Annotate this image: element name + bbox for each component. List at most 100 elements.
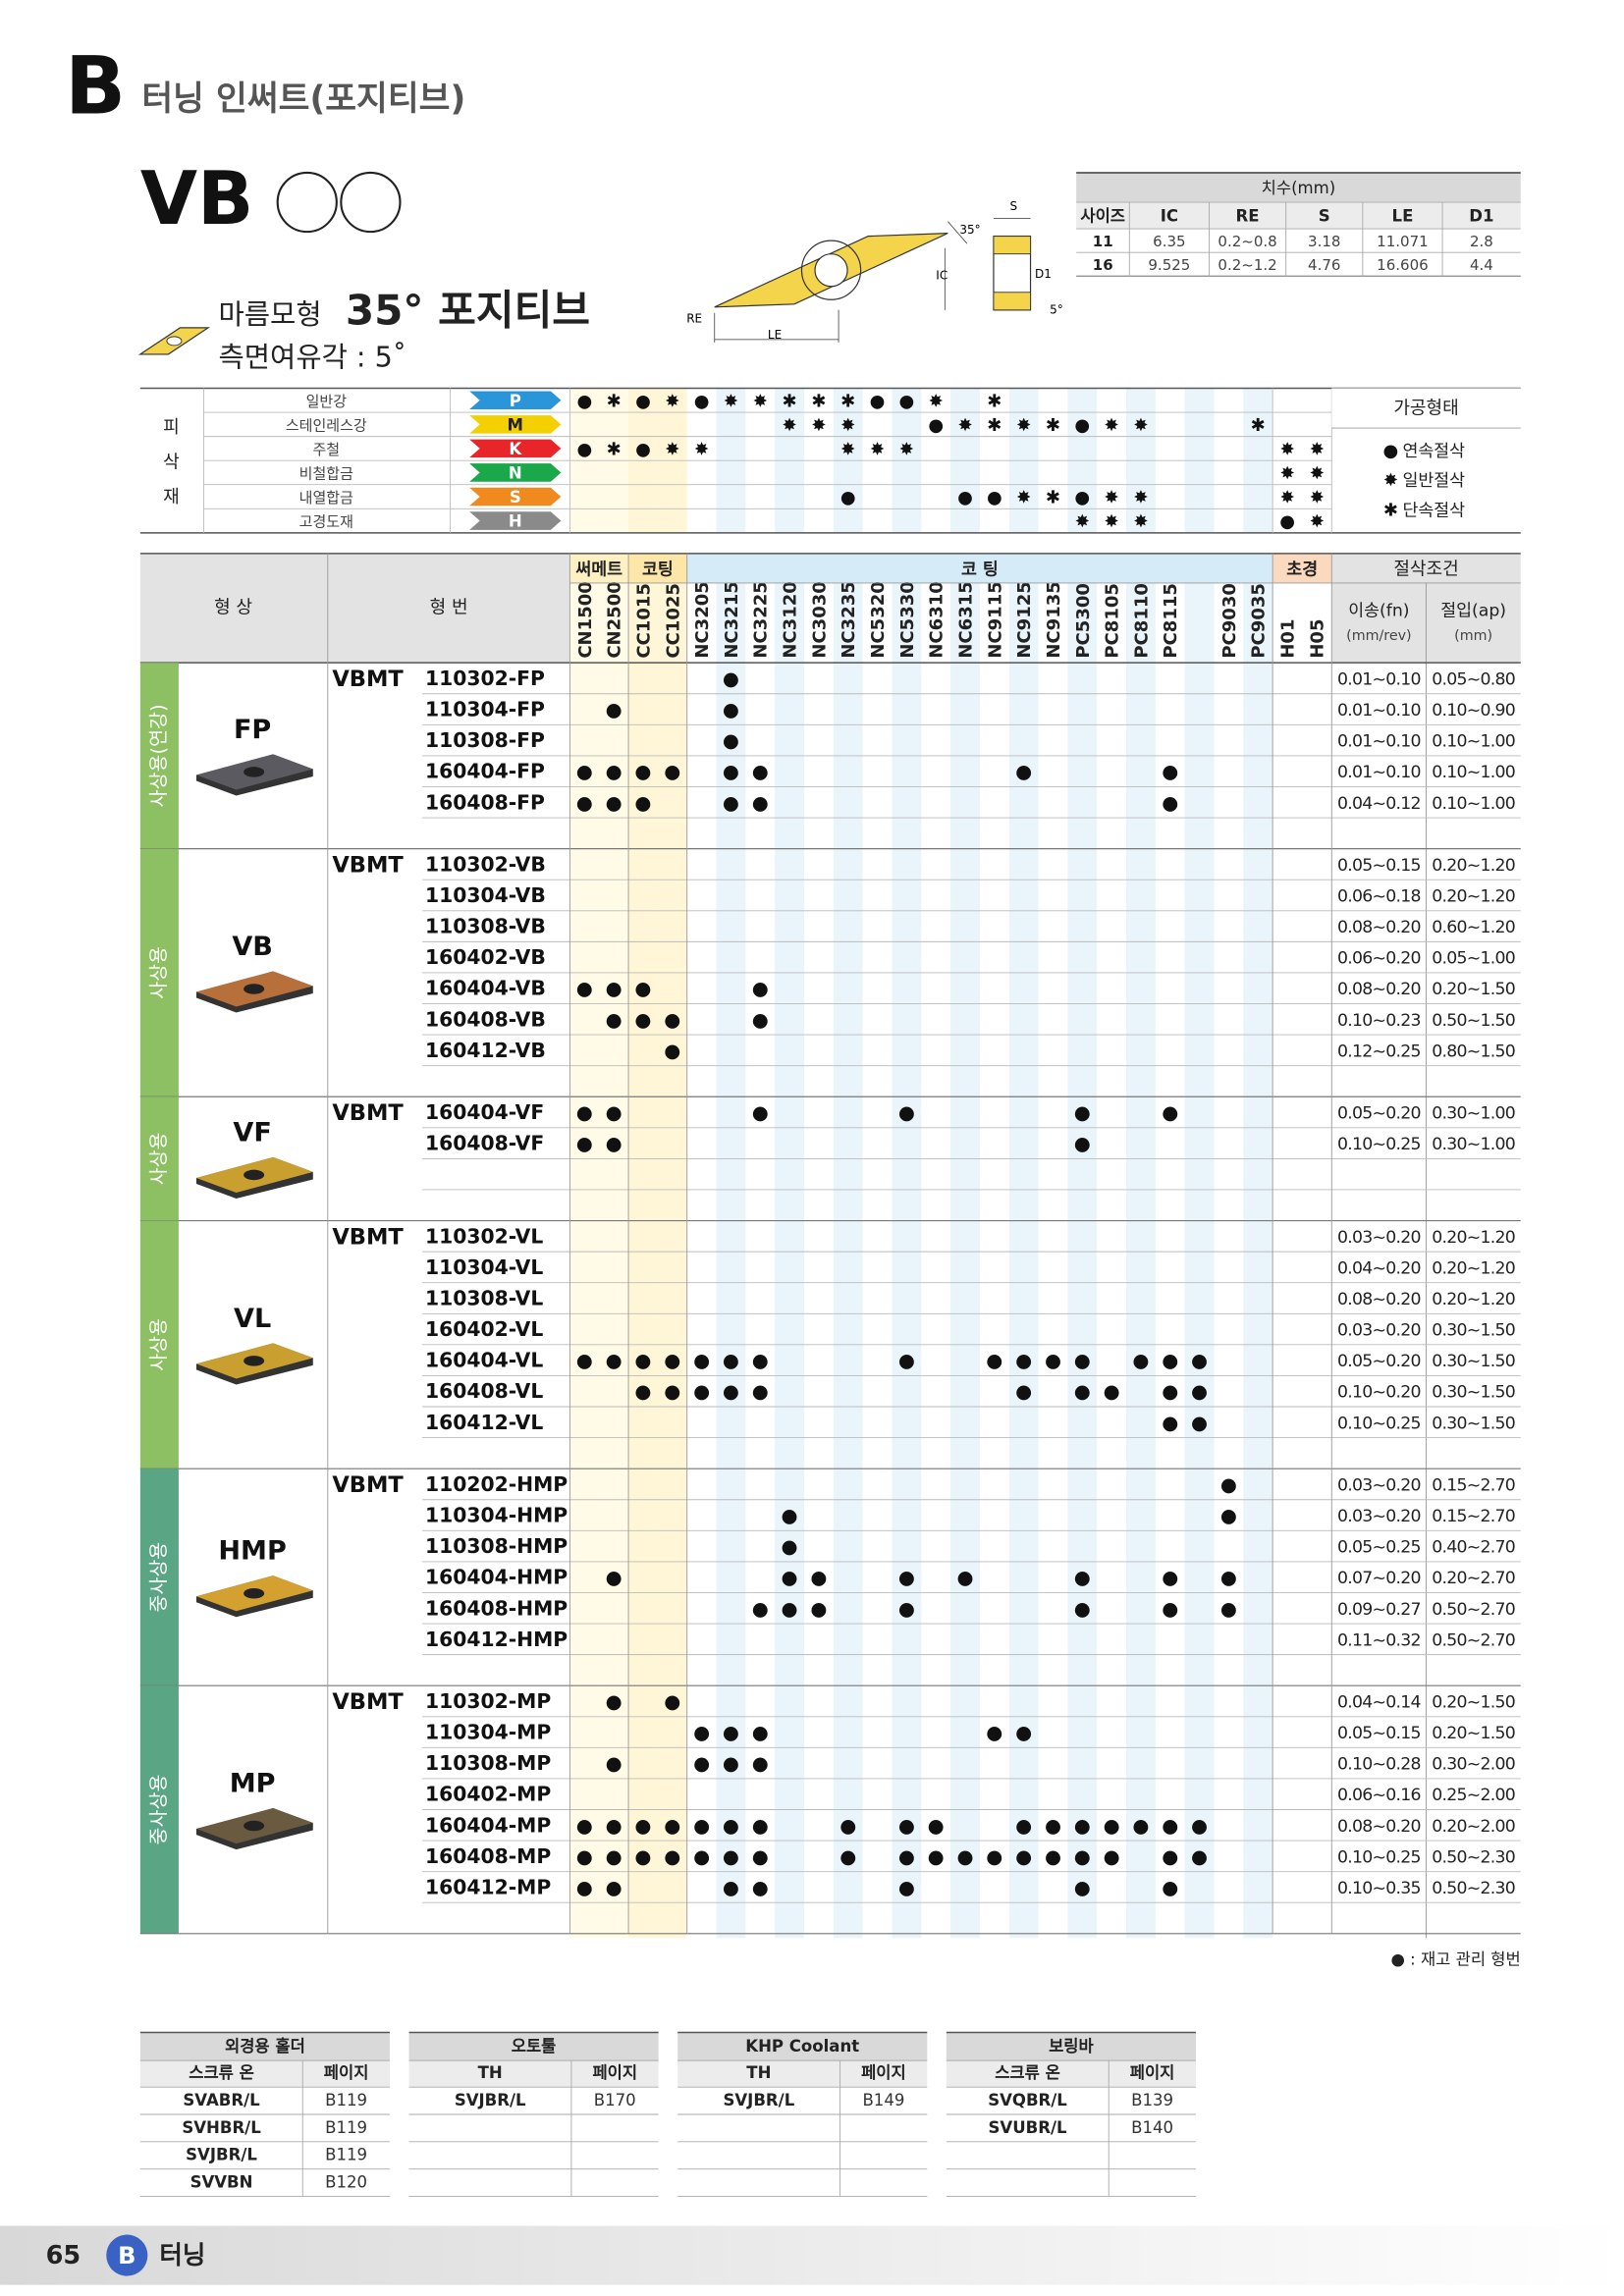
- stock-mark: ●: [956, 1567, 973, 1589]
- header-depth: 절입(ap): [1440, 602, 1506, 621]
- chip-name: FP: [234, 715, 271, 745]
- insert-code: 110304-HMP: [425, 1504, 568, 1527]
- processing-title-bg: [1331, 388, 1521, 429]
- depth: 0.30~1.00: [1432, 1104, 1515, 1124]
- material-code: H: [509, 512, 522, 531]
- insert-code: 160412-VB: [425, 1039, 546, 1062]
- use-label: 중사상용: [147, 1542, 170, 1613]
- stock-mark: ●: [752, 1380, 769, 1403]
- grade-name: PC9035: [1249, 583, 1270, 659]
- stock-mark: ●: [576, 978, 593, 1000]
- feed: 0.05~0.15: [1337, 1724, 1421, 1743]
- depth: 0.20~2.70: [1432, 1569, 1515, 1588]
- stock-mark: ●: [606, 1690, 623, 1713]
- holder-header-bg: [946, 2060, 1196, 2088]
- material-mark: ✸: [1310, 463, 1325, 484]
- dim-col-header: IC: [1161, 207, 1178, 226]
- stock-mark: ●: [1162, 1101, 1178, 1124]
- insert-code: 110308-HMP: [425, 1534, 568, 1558]
- insert-code: 110202-HMP: [425, 1472, 568, 1496]
- depth: 0.15~2.70: [1432, 1507, 1515, 1526]
- stock-mark: ●: [810, 1567, 827, 1589]
- stock-mark: ●: [1015, 1350, 1032, 1372]
- legend-label: 단속절삭: [1402, 501, 1465, 520]
- dim-cell: 16.606: [1377, 256, 1429, 274]
- column-shade: [657, 582, 687, 1939]
- depth: 0.10~0.90: [1432, 701, 1515, 721]
- stock-mark: ●: [1162, 1567, 1178, 1589]
- prefix: VBMT: [332, 1472, 404, 1498]
- column-shade: [1008, 582, 1039, 1939]
- stock-mark: ●: [986, 1845, 1002, 1868]
- holder-header-bg: [677, 2060, 928, 2088]
- grade-name: PC8115: [1161, 583, 1181, 659]
- depth: 0.30~1.00: [1432, 1135, 1515, 1154]
- insert-code: 160402-MP: [425, 1783, 551, 1806]
- stock-mark: ●: [1162, 1876, 1178, 1898]
- stock-mark: ●: [752, 1814, 769, 1837]
- depth: 0.30~1.50: [1432, 1383, 1515, 1403]
- stock-mark: ●: [752, 1101, 769, 1124]
- feed: 0.10~0.25: [1337, 1847, 1421, 1867]
- material-mark: ✸: [1133, 415, 1148, 436]
- diagram-label: LE: [768, 328, 782, 342]
- grade-name: NC9125: [1014, 581, 1035, 659]
- grade-group-bg: [1272, 553, 1332, 583]
- diagram-label: D1: [1035, 267, 1052, 281]
- depth: 0.10~1.00: [1432, 732, 1515, 752]
- holder-cell: SVJBR/L: [723, 2091, 794, 2109]
- material-badge: [469, 487, 562, 507]
- insert-icon-hole: [166, 336, 183, 347]
- material-code: S: [510, 488, 521, 507]
- holder-cell: SVHBR/L: [182, 2118, 261, 2137]
- stock-mark: ●: [693, 1350, 710, 1372]
- feed: 0.08~0.20: [1337, 1290, 1421, 1309]
- stock-mark: ●: [752, 1722, 769, 1744]
- holder-cell: SVQBR/L: [988, 2091, 1067, 2109]
- stock-mark: ●: [606, 791, 623, 814]
- feed: 0.10~0.20: [1337, 1383, 1421, 1403]
- feed: 0.10~0.25: [1337, 1135, 1421, 1154]
- insert-image-hole: [244, 1356, 265, 1366]
- grade-name: NC3235: [839, 581, 859, 659]
- holder-cell: SVABR/L: [183, 2091, 260, 2109]
- feed: 0.03~0.20: [1337, 1321, 1421, 1341]
- insert-code: 160412-HMP: [425, 1628, 568, 1651]
- depth: 0.60~1.20: [1432, 918, 1515, 937]
- material-mark: ✸: [1075, 511, 1090, 532]
- holder-col: 페이지: [324, 2063, 369, 2082]
- material-mark: ✸: [1016, 488, 1031, 508]
- feed: 0.03~0.20: [1337, 1507, 1421, 1526]
- material-mark: ✸: [929, 391, 944, 411]
- material-label: 삭: [163, 452, 180, 472]
- stock-mark: ●: [1074, 1814, 1091, 1837]
- side-view-part: [993, 292, 1031, 311]
- feed: 0.09~0.27: [1337, 1600, 1421, 1620]
- use-band: [139, 1685, 179, 1934]
- stock-mark: ●: [956, 1845, 973, 1868]
- stock-mark: ●: [1074, 1876, 1091, 1898]
- stock-mark: ●: [1162, 791, 1178, 814]
- header-shape: 형 상: [214, 598, 252, 618]
- stock-mark: ●: [1015, 1722, 1032, 1744]
- holder-col: 페이지: [1130, 2063, 1175, 2082]
- depth: 0.50~1.50: [1432, 1011, 1515, 1031]
- insert-code: 160404-VL: [425, 1349, 543, 1372]
- insert-code: 110302-FP: [425, 667, 545, 690]
- holder-cell: B119: [325, 2118, 367, 2137]
- material-name: 내열합금: [299, 489, 353, 507]
- insert-code: 160408-VL: [425, 1379, 543, 1403]
- insert-code: 110308-VB: [425, 915, 546, 938]
- insert-code: 110308-VL: [425, 1286, 543, 1309]
- depth: 0.20~1.20: [1432, 1228, 1515, 1248]
- material-mark: ●: [576, 439, 592, 459]
- stock-mark: ●: [752, 1845, 769, 1868]
- grade-group-bg: [686, 553, 1273, 583]
- stock-mark: ●: [1015, 1380, 1032, 1403]
- depth: 0.20~1.50: [1432, 1692, 1515, 1712]
- stock-mark: ●: [782, 1567, 798, 1589]
- stock-mark: ●: [1220, 1597, 1237, 1620]
- material-mark: ✸: [1280, 463, 1295, 484]
- stock-mark: ●: [810, 1597, 827, 1620]
- column-shade: [775, 582, 804, 1939]
